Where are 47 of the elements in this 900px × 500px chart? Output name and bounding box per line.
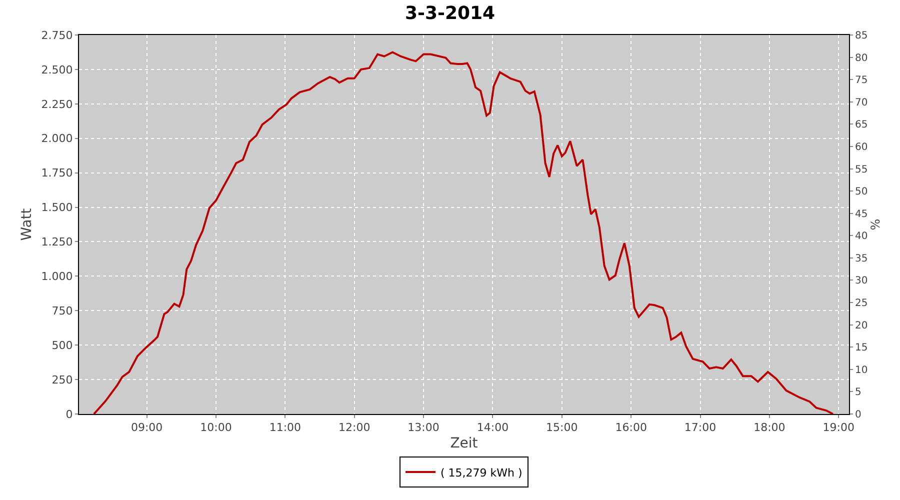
x-tick-label: 11:00	[269, 421, 302, 434]
y-tick-label: 1.500	[41, 201, 73, 214]
y2-tick-label: 85	[855, 30, 868, 42]
y-axis-title: Watt	[18, 208, 35, 241]
y2-tick-label: 80	[855, 52, 868, 64]
y-tick-label: 2.000	[41, 132, 73, 146]
y2-tick-label: 0	[855, 410, 862, 420]
y-tick-label: 750	[52, 304, 73, 318]
x-tick-label: 14:00	[476, 421, 509, 434]
y2-tick-label: 25	[855, 298, 868, 310]
y2-tick-label: 55	[855, 164, 868, 176]
legend-label: ( 15,279 kWh )	[440, 466, 522, 480]
y2-tick-label: 15	[855, 342, 868, 354]
y-tick-label: 1.000	[41, 270, 73, 284]
y-tick-label: 500	[52, 338, 73, 352]
line-series	[92, 51, 834, 414]
x-tick-label: 13:00	[408, 421, 440, 434]
y2-axis-title: %	[868, 218, 883, 230]
x-tick-label: 16:00	[615, 421, 647, 434]
y2-tick-label: 30	[855, 276, 868, 287]
y2-tick-label: 35	[855, 253, 868, 264]
y-tick-label: 2.750	[41, 28, 73, 42]
y2-tick-label: 60	[855, 142, 868, 153]
x-tick-label: 09:00	[130, 421, 163, 434]
y2-tick-label: 45	[855, 208, 868, 220]
y2-tick-label: 65	[855, 120, 868, 131]
y-tick-label: 250	[52, 373, 73, 386]
y2-tick-label: 10	[855, 364, 868, 376]
y2-tick-label: 75	[855, 75, 868, 86]
chart-title: 3-3-2014	[404, 2, 496, 24]
y2-tick-label: 50	[855, 186, 868, 198]
x-axis-title: Zeit	[450, 436, 478, 452]
x-tick-label: 10:00	[200, 421, 232, 434]
x-tick-label: 19:00	[822, 421, 854, 434]
y2-tick-label: 5	[855, 387, 862, 398]
y-tick-label: 1.750	[41, 166, 73, 180]
x-tick-label: 15:00	[546, 421, 578, 434]
y2-tick-label: 70	[855, 97, 868, 108]
y-tick-label: 2.500	[41, 63, 73, 76]
y-tick-label: 1.250	[41, 236, 73, 249]
x-tick-label: 12:00	[338, 421, 370, 434]
x-tick-label: 17:00	[684, 421, 716, 434]
y-tick-label: 2.250	[41, 98, 73, 111]
y-tick-label: 0	[66, 408, 73, 421]
y2-tick-label: 20	[855, 320, 868, 332]
y2-tick-label: 40	[855, 231, 868, 242]
x-tick-label: 18:00	[754, 421, 786, 434]
